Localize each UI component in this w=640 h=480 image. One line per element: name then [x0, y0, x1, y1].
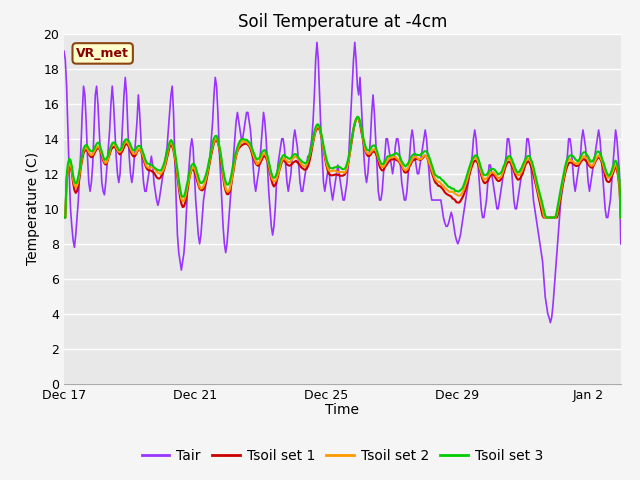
Tsoil set 1 [231, 159, 239, 165]
Tsoil set 2 [416, 156, 424, 162]
Tsoil set 1 [353, 115, 361, 120]
Tsoil set 1 [127, 148, 134, 154]
Tair [617, 241, 625, 247]
Tsoil set 2 [60, 215, 68, 220]
Tsoil set 3 [617, 215, 625, 220]
Line: Tsoil set 2: Tsoil set 2 [64, 118, 621, 217]
Tsoil set 2 [353, 115, 361, 121]
Text: VR_met: VR_met [76, 47, 129, 60]
Tsoil set 3 [353, 114, 361, 120]
Tsoil set 3 [364, 147, 372, 153]
Tsoil set 2 [617, 215, 625, 220]
Legend: Tair, Tsoil set 1, Tsoil set 2, Tsoil set 3: Tair, Tsoil set 1, Tsoil set 2, Tsoil se… [136, 444, 548, 468]
Tair [313, 39, 321, 45]
Tair [95, 127, 103, 133]
Line: Tsoil set 1: Tsoil set 1 [64, 118, 621, 217]
Tsoil set 2 [127, 146, 134, 152]
Tair [416, 162, 424, 168]
Tsoil set 2 [95, 144, 103, 150]
Tsoil set 3 [60, 215, 68, 220]
Tsoil set 3 [95, 141, 103, 146]
Tsoil set 2 [364, 151, 372, 156]
Tair [463, 188, 471, 194]
Y-axis label: Temperature (C): Temperature (C) [26, 152, 40, 265]
Tsoil set 2 [463, 178, 471, 183]
Tsoil set 1 [416, 157, 424, 163]
Tsoil set 1 [617, 215, 625, 220]
Tair [364, 171, 372, 177]
Tsoil set 1 [60, 215, 68, 220]
Line: Tsoil set 3: Tsoil set 3 [64, 117, 621, 217]
Tsoil set 3 [463, 172, 471, 178]
Tsoil set 3 [416, 153, 424, 158]
Tair [547, 320, 554, 325]
Tair [60, 48, 68, 54]
Tair [231, 136, 239, 142]
Tsoil set 2 [231, 157, 239, 163]
Tsoil set 3 [127, 142, 134, 148]
X-axis label: Time: Time [325, 403, 360, 417]
Title: Soil Temperature at -4cm: Soil Temperature at -4cm [237, 12, 447, 31]
Tsoil set 3 [231, 154, 239, 159]
Tair [127, 171, 134, 177]
Tsoil set 1 [463, 181, 471, 187]
Tsoil set 1 [95, 146, 103, 152]
Tsoil set 1 [364, 153, 372, 159]
Line: Tair: Tair [64, 42, 621, 323]
